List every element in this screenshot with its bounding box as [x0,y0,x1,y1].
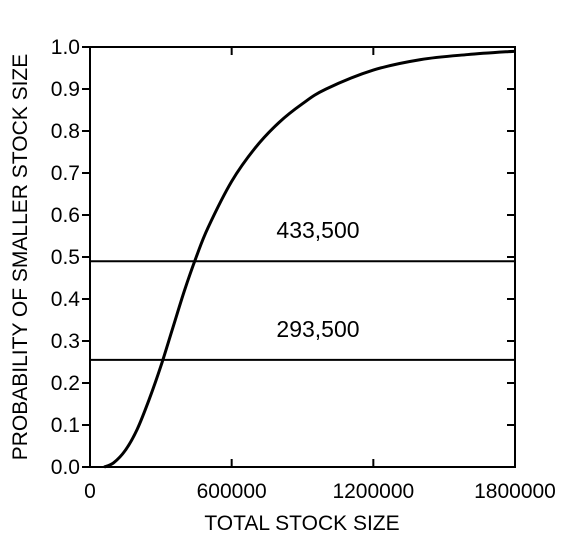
y-axis: 0.0 0.1 0.2 0.3 0.4 0.5 0.6 0.7 0.8 0.9 1.0 [51,36,515,479]
x-axis-label: TOTAL STOCK SIZE [204,512,399,535]
y-tick-label: 0.1 [51,414,80,437]
reference-lines: 433,500 293,500 [90,217,515,361]
y-tick-label: 0.6 [51,204,80,227]
series-line [103,49,516,469]
y-tick-label: 1.0 [51,36,80,59]
y-tick-label: 0.5 [51,246,80,269]
reference-line-label: 433,500 [276,217,359,243]
y-tick-label: 0.3 [51,330,80,353]
x-tick-label: 1800000 [474,480,556,503]
y-tick-label: 0.2 [51,372,80,395]
y-tick-label: 0.7 [51,162,80,185]
y-tick-label: 0.9 [51,78,80,101]
x-tick-label: 0 [84,480,96,503]
y-tick-label: 0.8 [51,120,80,143]
plot-frame [89,46,516,468]
x-tick-label: 1200000 [332,480,414,503]
x-axis: 0 600000 1200000 1800000 [84,47,556,503]
y-axis-label: PROBABILITY OF SMALLER STOCK SIZE [9,54,32,461]
y-tick-label: 0.4 [51,288,81,311]
y-tick-label: 0.0 [51,456,80,479]
x-tick-label: 600000 [197,480,267,503]
reference-line-label: 293,500 [276,316,359,342]
